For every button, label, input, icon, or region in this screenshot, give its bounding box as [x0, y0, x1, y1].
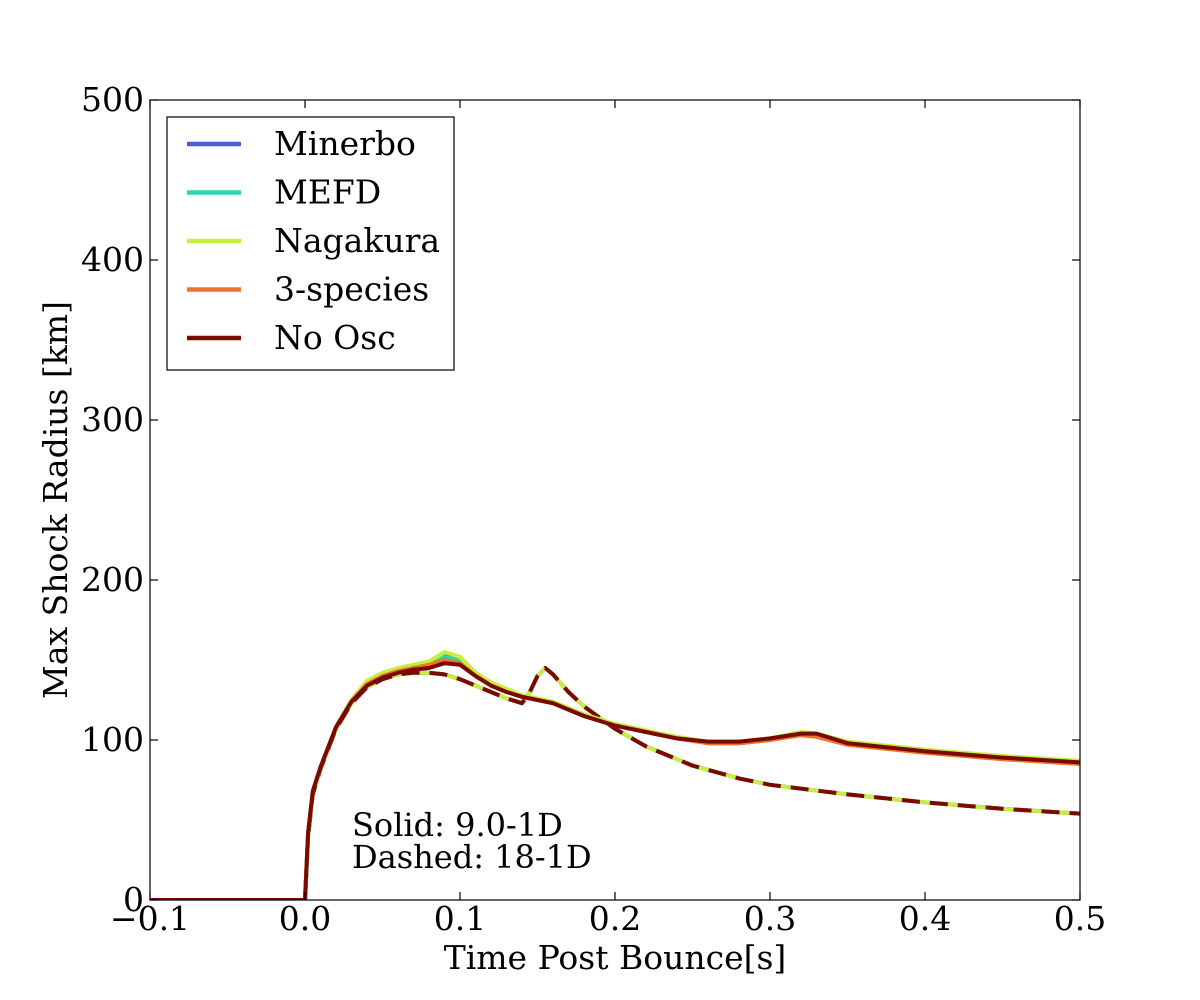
y-tick-label: 500: [81, 80, 144, 119]
x-tick-label: −0.1: [110, 899, 190, 938]
legend-label: No Osc: [274, 318, 396, 357]
x-tick-label: 0.4: [899, 899, 951, 938]
series-line-solid-no-osc: [150, 661, 1080, 900]
y-tick-label: 200: [81, 560, 144, 599]
y-tick-label: 400: [81, 240, 144, 279]
annotation-solid: Solid: 9.0-1D: [352, 806, 563, 844]
legend-label: Minerbo: [274, 124, 416, 163]
legend-label: Nagakura: [274, 221, 440, 260]
x-axis: −0.1 0.0 0.1 0.2 0.3 0.4 0.5: [110, 100, 1106, 938]
x-tick-label: 0.1: [434, 899, 486, 938]
y-tick-label: 300: [81, 400, 144, 439]
legend-label: 3-species: [274, 270, 429, 309]
x-tick-label: 0.2: [589, 899, 641, 938]
legend: Minerbo MEFD Nagakura 3-species No Osc: [166, 116, 455, 371]
x-axis-label: Time Post Bounce[s]: [444, 938, 787, 977]
y-tick-label: 0: [123, 880, 144, 919]
legend-label: MEFD: [274, 173, 381, 212]
x-tick-label: 0.5: [1054, 899, 1106, 938]
legend-frame: [166, 116, 455, 371]
y-axis-label: Max Shock Radius [km]: [36, 301, 75, 699]
annotation-dashed: Dashed: 18-1D: [352, 838, 592, 876]
x-tick-label: 0.3: [744, 899, 796, 938]
x-tick-label: 0.0: [279, 899, 331, 938]
y-axis: 0 100 200 300 400 500: [81, 80, 1080, 919]
curves-layer: [150, 650, 1080, 900]
y-tick-label: 100: [81, 720, 144, 759]
